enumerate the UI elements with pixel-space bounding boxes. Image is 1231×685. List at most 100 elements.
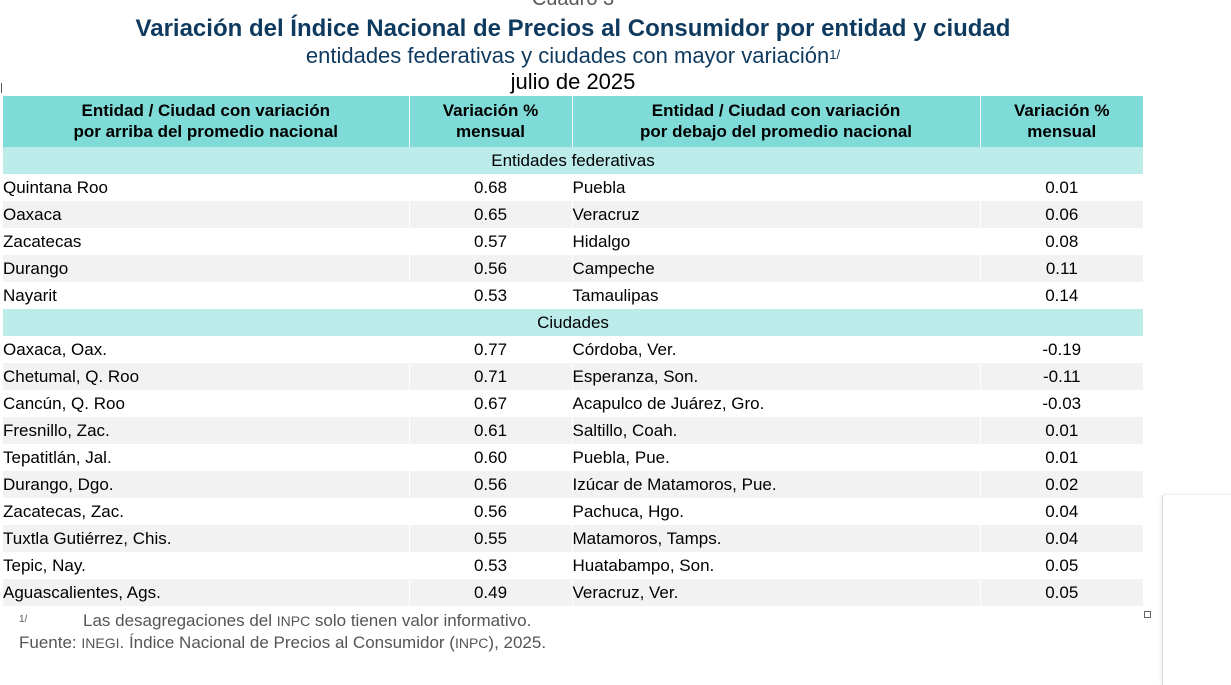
variation-below-cell: -0.11 <box>980 363 1143 390</box>
report-date: julio de 2025 <box>510 69 636 94</box>
table-row: Tuxtla Gutiérrez, Chis. 0.55 Matamoros, Ta… <box>3 525 1143 552</box>
table-row: Zacatecas 0.57 Hidalgo 0.08 <box>3 228 1143 255</box>
variation-below-cell: 0.02 <box>980 471 1143 498</box>
page-title: Variación del Índice Nacional de Precios… <box>135 15 1011 42</box>
entity-below-cell: Huatabampo, Son. <box>572 552 981 579</box>
variation-below-cell: 0.05 <box>980 552 1143 579</box>
entity-below-cell: Tamaulipas <box>572 282 981 309</box>
subtitle-footnote-ref: 1/ <box>829 47 841 62</box>
table-number: Cuadro 3 <box>0 0 1146 11</box>
variation-below-cell: 0.08 <box>980 228 1143 255</box>
variation-above-cell: 0.49 <box>409 579 573 606</box>
table-body: Entidades federativas Quintana Roo 0.68 Pue… <box>3 147 1143 606</box>
entity-below-cell: Córdoba, Ver. <box>572 336 981 363</box>
table-row: Quintana Roo 0.68 Puebla 0.01 <box>3 174 1143 201</box>
column-header-below: Entidad / Ciudad con variación por debajo… <box>572 96 981 147</box>
table-row: Oaxaca, Oax. 0.77 Córdoba, Ver. -0.19 <box>3 336 1143 363</box>
resize-handle[interactable] <box>1144 611 1151 618</box>
entity-above-cell: Tepatitlán, Jal. <box>3 444 410 471</box>
footnote: 1/ Las desagregaciones del INPC solo tie… <box>19 611 531 631</box>
variation-below-cell: 0.01 <box>980 417 1143 444</box>
variation-below-cell: 0.05 <box>980 579 1143 606</box>
variation-below-cell: 0.01 <box>980 174 1143 201</box>
variation-below-cell: 0.11 <box>980 255 1143 282</box>
variation-above-cell: 0.56 <box>409 255 573 282</box>
side-panel <box>1162 494 1231 685</box>
entity-below-cell: Izúcar de Matamoros, Pue. <box>572 471 981 498</box>
entity-below-cell: Veracruz, Ver. <box>572 579 981 606</box>
variation-below-cell: 0.06 <box>980 201 1143 228</box>
group-header-row: Ciudades <box>3 309 1143 336</box>
table-row: Aguascalientes, Ags. 0.49 Veracruz, Ver. 0.… <box>3 579 1143 606</box>
footnote-text: Las desagregaciones del INPC solo tienen… <box>83 611 532 630</box>
entity-above-cell: Quintana Roo <box>3 174 410 201</box>
group-label: Ciudades <box>3 309 1143 336</box>
entity-above-cell: Tepic, Nay. <box>3 552 410 579</box>
variation-below-cell: 0.04 <box>980 498 1143 525</box>
variation-above-cell: 0.68 <box>409 174 573 201</box>
entity-below-cell: Puebla, Pue. <box>572 444 981 471</box>
variation-above-cell: 0.60 <box>409 444 573 471</box>
table-row: Chetumal, Q. Roo 0.71 Esperanza, Son. -0.11 <box>3 363 1143 390</box>
entity-below-cell: Campeche <box>572 255 981 282</box>
entity-above-cell: Tuxtla Gutiérrez, Chis. <box>3 525 410 552</box>
table-header-row: Entidad / Ciudad con variación por arriba… <box>3 96 1143 147</box>
entity-above-cell: Cancún, Q. Roo <box>3 390 410 417</box>
column-header-variation-below: Variación % mensual <box>980 96 1143 147</box>
subtitle-text: entidades federativas y ciudades con may… <box>305 43 830 68</box>
variation-above-cell: 0.57 <box>409 228 573 255</box>
variation-below-cell: 0.04 <box>980 525 1143 552</box>
variation-above-cell: 0.53 <box>409 552 573 579</box>
variation-above-cell: 0.56 <box>409 498 573 525</box>
table-row: Durango, Dgo. 0.56 Izúcar de Matamoros, Pu… <box>3 471 1143 498</box>
entity-below-cell: Esperanza, Son. <box>572 363 981 390</box>
variation-above-cell: 0.65 <box>409 201 573 228</box>
entity-below-cell: Matamoros, Tamps. <box>572 525 981 552</box>
entity-above-cell: Durango, Dgo. <box>3 471 410 498</box>
table-row: Nayarit 0.53 Tamaulipas 0.14 <box>3 282 1143 309</box>
variation-table: Entidad / Ciudad con variación por arriba… <box>3 96 1143 606</box>
entity-above-cell: Oaxaca, Oax. <box>3 336 410 363</box>
table-row: Oaxaca 0.65 Veracruz 0.06 <box>3 201 1143 228</box>
variation-above-cell: 0.67 <box>409 390 573 417</box>
variation-above-cell: 0.71 <box>409 363 573 390</box>
column-header-variation-above: Variación % mensual <box>409 96 573 147</box>
entity-above-cell: Durango <box>3 255 410 282</box>
table-row: Tepatitlán, Jal. 0.60 Puebla, Pue. 0.01 <box>3 444 1143 471</box>
group-label: Entidades federativas <box>3 147 1143 174</box>
table-row: Durango 0.56 Campeche 0.11 <box>3 255 1143 282</box>
entity-below-cell: Veracruz <box>572 201 981 228</box>
page-subtitle: entidades federativas y ciudades con may… <box>0 43 1146 69</box>
source-org: INEGI <box>81 635 120 651</box>
entity-above-cell: Zacatecas, Zac. <box>3 498 410 525</box>
variation-below-cell: 0.01 <box>980 444 1143 471</box>
entity-below-cell: Saltillo, Coah. <box>572 417 981 444</box>
variation-above-cell: 0.53 <box>409 282 573 309</box>
source-note: Fuente: INEGI. Índice Nacional de Precio… <box>19 633 547 652</box>
variation-below-cell: -0.19 <box>980 336 1143 363</box>
table-row: Fresnillo, Zac. 0.61 Saltillo, Coah. 0.01 <box>3 417 1143 444</box>
table-row: Cancún, Q. Roo 0.67 Acapulco de Juárez, Gr… <box>3 390 1143 417</box>
source-label: Fuente: <box>19 633 77 652</box>
variation-above-cell: 0.77 <box>409 336 573 363</box>
entity-above-cell: Zacatecas <box>3 228 410 255</box>
entity-above-cell: Fresnillo, Zac. <box>3 417 410 444</box>
table-row: Tepic, Nay. 0.53 Huatabampo, Son. 0.05 <box>3 552 1143 579</box>
variation-above-cell: 0.61 <box>409 417 573 444</box>
column-header-above: Entidad / Ciudad con variación por arriba… <box>3 96 410 147</box>
entity-above-cell: Chetumal, Q. Roo <box>3 363 410 390</box>
variation-above-cell: 0.55 <box>409 525 573 552</box>
entity-below-cell: Pachuca, Hgo. <box>572 498 981 525</box>
variation-below-cell: 0.14 <box>980 282 1143 309</box>
entity-below-cell: Acapulco de Juárez, Gro. <box>572 390 981 417</box>
text-cursor-marker <box>1 83 2 93</box>
entity-below-cell: Puebla <box>572 174 981 201</box>
entity-above-cell: Nayarit <box>3 282 410 309</box>
entity-above-cell: Oaxaca <box>3 201 410 228</box>
variation-below-cell: -0.03 <box>980 390 1143 417</box>
entity-below-cell: Hidalgo <box>572 228 981 255</box>
table-row: Zacatecas, Zac. 0.56 Pachuca, Hgo. 0.04 <box>3 498 1143 525</box>
group-header-row: Entidades federativas <box>3 147 1143 174</box>
variation-above-cell: 0.56 <box>409 471 573 498</box>
entity-above-cell: Aguascalientes, Ags. <box>3 579 410 606</box>
